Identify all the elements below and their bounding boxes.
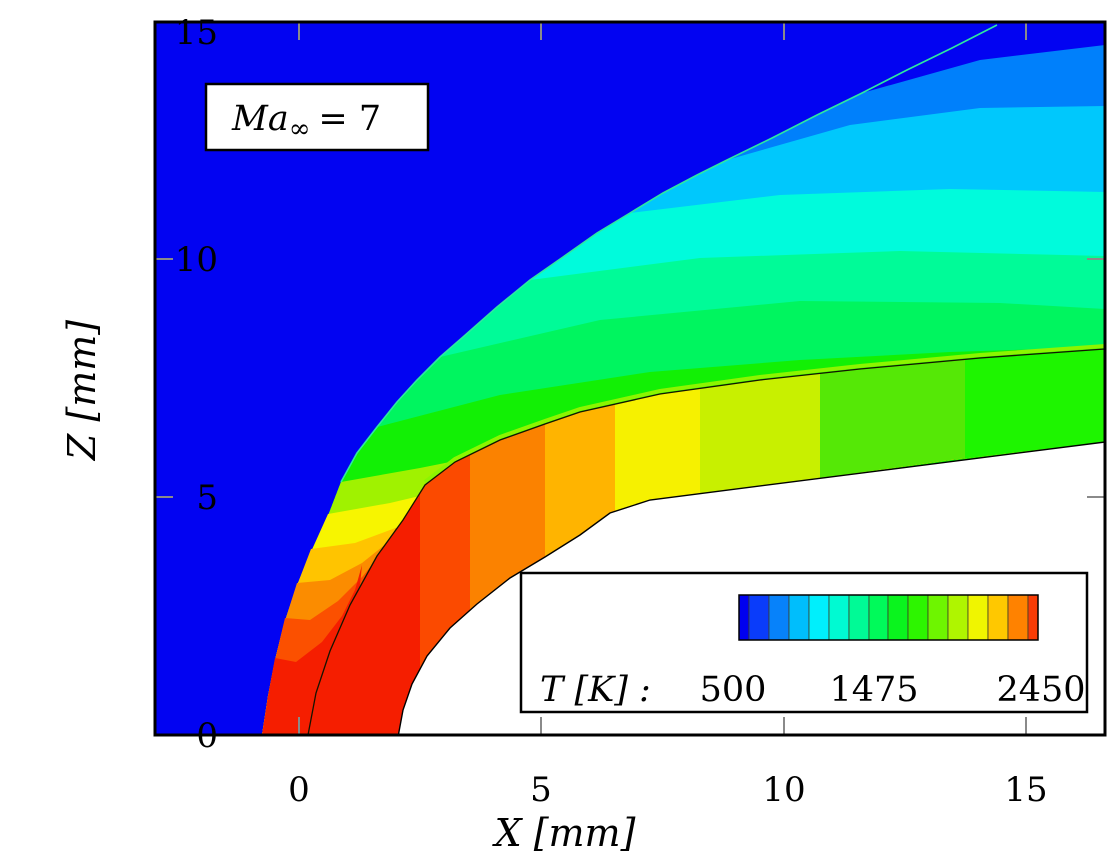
colorbar-seg xyxy=(768,594,790,641)
y-tick-10: 10 xyxy=(175,240,218,280)
inner-ticks xyxy=(155,22,1105,735)
colorbar-seg xyxy=(828,594,850,641)
colorbar-seg xyxy=(788,594,810,641)
y-tick-5: 5 xyxy=(196,478,218,518)
y-tick-15: 15 xyxy=(175,13,218,53)
mach-annotation-box: Ma∞ = 7 xyxy=(204,82,430,152)
colorbar-seg xyxy=(848,594,870,641)
y-axis-tick-labels: 0 5 10 15 xyxy=(175,13,218,756)
colorbar-seg xyxy=(868,594,889,641)
legend-tick-1475: 1475 xyxy=(829,670,918,710)
legend-tick-2450: 2450 xyxy=(996,670,1085,710)
colorbar-seg xyxy=(1027,594,1039,641)
colorbar-seg xyxy=(947,594,969,641)
legend-box: T [K] : 500 1475 2450 xyxy=(519,571,1089,714)
colorbar-seg xyxy=(748,594,770,641)
legend-tick-500: 500 xyxy=(700,670,767,710)
x-tick-0: 0 xyxy=(288,770,310,810)
plot-border xyxy=(153,20,1107,737)
colorbar-seg xyxy=(808,594,830,641)
colorbar-frame xyxy=(738,594,1039,641)
colorbar-seg xyxy=(907,594,929,641)
x-tick-5: 5 xyxy=(530,770,552,810)
shock-edge-line xyxy=(340,24,998,483)
colorbar-seg xyxy=(967,594,989,641)
colorbar-seg xyxy=(927,594,949,641)
boundary-sliver-line xyxy=(423,344,1105,484)
colorbar-seg xyxy=(738,594,750,641)
colorbar-seg xyxy=(887,594,909,641)
colorbar-seg xyxy=(1007,594,1029,641)
legend-title: T [K] : xyxy=(540,670,651,710)
y-tick-0: 0 xyxy=(196,716,218,756)
mach-label: Ma∞ = 7 xyxy=(231,99,381,144)
x-tick-15: 15 xyxy=(1004,770,1047,810)
colorbar xyxy=(738,594,1039,641)
x-axis-title: X [mm] xyxy=(492,811,636,855)
x-axis-tick-labels: 0 5 10 15 xyxy=(288,770,1047,810)
colorbar-seg xyxy=(987,594,1009,641)
block-boundary-line xyxy=(307,348,1105,735)
mach-box-frame xyxy=(204,82,430,152)
y-axis-title: Z [mm] xyxy=(60,320,104,461)
x-tick-10: 10 xyxy=(762,770,805,810)
